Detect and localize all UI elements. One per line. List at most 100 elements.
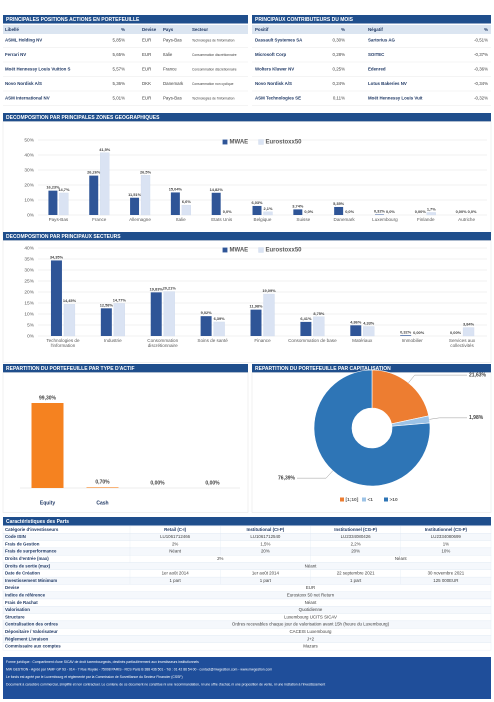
footer-box [3, 657, 491, 699]
x-tick-label-box: Autriche [458, 217, 475, 222]
table-cell: Retail (C-I) [164, 527, 186, 532]
table-cell: J+2 [307, 636, 315, 641]
table-cell: 10% [441, 549, 450, 554]
x-tick-label-box: Technologies de l'information [46, 338, 79, 348]
table-cell: Moët Hennessy Louis Vuit [368, 96, 423, 101]
value-label: 0,32% [400, 329, 412, 334]
x-tick-label-box: Italie [176, 217, 186, 222]
table-cell: 1er août 2014 [162, 571, 190, 576]
column-header: % [341, 27, 345, 32]
table-row [2, 562, 492, 570]
table-cell: Pays-Bas [163, 96, 183, 101]
table-cell: Institutionnel (CS-P) [425, 527, 468, 532]
table-cell: Consommation non cyclique [192, 82, 234, 86]
table-cell: EUR [142, 38, 151, 43]
section-title: PRINCIPALES POSITIONS ACTIONS EN PORTEFE… [6, 17, 140, 23]
column-header: % [121, 27, 125, 32]
section-header [252, 364, 491, 373]
pie-slice [371, 369, 430, 425]
value-label: 0,00% [205, 480, 220, 486]
table-cell: 1% [443, 541, 449, 546]
table-cell: Technologies de l'information [192, 38, 235, 42]
column-header: Devise [142, 27, 157, 32]
legend-label: MWAE [230, 140, 249, 146]
table-header-row [252, 25, 491, 34]
column-header: Négatif [368, 27, 383, 32]
x-tick-label: Suisse [296, 217, 311, 222]
table-cell: 20% [351, 549, 360, 554]
leader-line [297, 470, 333, 479]
table-cell: 125 000EUR [433, 578, 458, 583]
table-cell: Néant [305, 600, 317, 605]
value-label: 0,00% [415, 209, 427, 214]
x-tick-label-box: Allemagne [129, 217, 151, 222]
table-row [2, 540, 492, 549]
table-cell: Néant [395, 556, 407, 561]
value-label: 34,35% [50, 254, 64, 259]
section-title: REPARTITION DU PORTEFEUILLE PAR CAPITALI… [255, 366, 391, 372]
column-header: Positif [255, 27, 269, 32]
row-label: Commissaire aux comptes [5, 644, 61, 649]
y-tick-label: 20% [24, 182, 34, 188]
value-label: 11,98% [250, 304, 264, 309]
bar [59, 192, 69, 216]
table-cell: Novo Nordisk A/S [5, 81, 42, 86]
bar [113, 303, 125, 337]
table-cell: Dassault Systemes SA [255, 38, 303, 43]
bar [213, 321, 225, 337]
row-label: Frais de Gestion [5, 541, 40, 546]
table-row [2, 606, 492, 614]
row-label: Valorisation [5, 607, 30, 612]
bar [313, 316, 325, 337]
table-cell: 1 part [350, 578, 362, 583]
table-cell: France [163, 67, 177, 72]
table-cell: 0,30% [333, 38, 346, 43]
table-cell: 5,57% [113, 67, 126, 72]
x-tick-label: Consommation de base [288, 338, 337, 343]
x-tick-label-box: Immobilier [402, 338, 423, 343]
table-cell: 2,2% [351, 541, 361, 546]
table-row [2, 642, 492, 651]
table-cell: -0,34% [474, 81, 488, 86]
value-label: 9,02% [201, 310, 213, 315]
y-tick-label: 30% [24, 267, 34, 273]
section-header [3, 113, 491, 122]
value-label: 0,00% [150, 480, 165, 486]
row-label: Règlement Livraison [5, 636, 49, 641]
section-title: PRINCIPAUX CONTRIBUTEURS DU MOIS [255, 17, 354, 23]
value-label: 0,0% [223, 209, 232, 214]
bar [252, 205, 262, 215]
table-row [2, 635, 492, 643]
value-label: 4,33% [363, 321, 375, 326]
value-label: 76,39% [278, 475, 296, 481]
value-label: 14,7% [58, 187, 70, 192]
table-cell: SOITEC [368, 52, 385, 57]
table-row [2, 598, 492, 607]
table-cell: Néant [169, 549, 181, 554]
value-label: 0,0% [386, 209, 395, 214]
legend-swatch [222, 247, 228, 253]
x-tick-label-box: Belgique [254, 217, 272, 222]
value-label: 12,58% [100, 302, 114, 307]
bar [462, 327, 475, 337]
x-tick-label: Danemark [333, 217, 355, 222]
x-tick-label: Italie [176, 217, 186, 222]
column-header: Secteur [192, 27, 208, 32]
bar [170, 192, 180, 215]
bar [300, 321, 312, 336]
value-label: 1,98% [469, 415, 484, 421]
value-label: 14,77% [113, 298, 127, 303]
row-label: Frais de surperformance [5, 549, 57, 554]
x-tick-label-box: Finance [254, 338, 270, 343]
x-tick-label: Soins de santé [197, 338, 228, 343]
legend-swatch [340, 497, 344, 502]
bar [400, 335, 412, 336]
table-cell: CACEIS Luxembourg [290, 629, 333, 634]
value-label: 0,0% [304, 209, 313, 214]
x-tick-label-box: France [92, 217, 106, 222]
table-cell: Consommation discrétionnaire [192, 67, 237, 71]
table-cell: Eurostoxx 50 net Return [287, 593, 335, 598]
table-cell: 0,28% [333, 52, 346, 57]
x-tick-label: Allemagne [129, 217, 151, 222]
